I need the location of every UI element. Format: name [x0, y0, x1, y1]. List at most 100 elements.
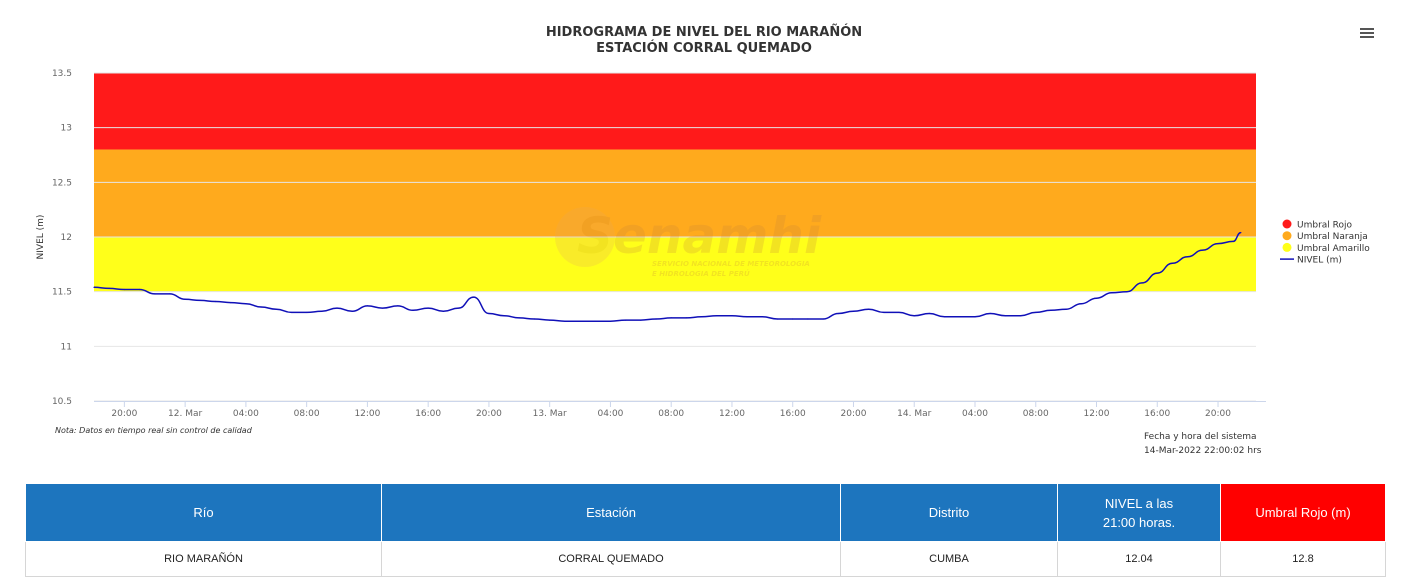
data-point	[944, 316, 946, 318]
table-header-row: Río Estación Distrito NIVEL a las 21:00 …	[25, 483, 1386, 542]
threshold-bands	[94, 73, 1256, 292]
data-point	[731, 315, 733, 317]
cell-nivel: 12.04	[1057, 541, 1221, 577]
legend-marker	[1282, 242, 1292, 252]
header-distrito: Distrito	[840, 483, 1058, 542]
y-tick-label: 12.5	[52, 178, 72, 188]
cell-distrito: CUMBA	[840, 541, 1058, 577]
watermark-logo-text: Senamhi	[577, 207, 822, 265]
y-axis-ticks: 13.5 13 12.5 12 11.5 11 10.5	[52, 69, 72, 407]
data-point	[533, 318, 536, 320]
y-tick-label: 11.5	[52, 288, 72, 298]
data-point	[199, 299, 201, 302]
header-nivel-line2: 21:00 horas.	[1102, 514, 1176, 530]
chart-menu-button[interactable]	[1358, 26, 1376, 42]
x-axis-ticks: 20:00 12. Mar 04:00 08:00 12:00 16:00 20:00 13.…	[111, 401, 1231, 419]
data-point	[442, 310, 444, 312]
hamburger-menu-icon-line	[1360, 36, 1374, 38]
data-point	[1126, 291, 1128, 293]
system-datetime-label: Fecha y hora del sistema	[1144, 432, 1257, 442]
band-umbral-amarillo	[94, 237, 1256, 292]
data-point	[564, 320, 566, 322]
quality-note: Nota: Datos en tiempo real sin control d…	[55, 426, 252, 435]
data-point	[1171, 262, 1174, 264]
data-point	[290, 311, 293, 314]
data-point	[336, 307, 338, 309]
data-point	[260, 306, 262, 308]
data-point	[746, 316, 748, 318]
data-point	[989, 312, 991, 315]
y-tick-label: 11	[61, 342, 72, 352]
data-point	[761, 316, 763, 318]
header-estacion: Estación	[381, 483, 841, 542]
data-point	[184, 298, 186, 300]
x-tick-label: 04:00	[233, 409, 259, 419]
data-point	[1232, 240, 1234, 242]
hamburger-menu-icon	[1360, 28, 1374, 30]
legend-label: NIVEL (m)	[1297, 256, 1342, 266]
system-datetime: Fecha y hora del sistema 14-Mar-2022 22:…	[1144, 430, 1262, 458]
x-tick-label: 12:00	[719, 409, 745, 419]
grid-lines	[94, 72, 1266, 402]
data-point	[716, 315, 718, 317]
data-point	[245, 303, 247, 305]
data-point	[1187, 256, 1189, 258]
table-row: RIO MARAÑÓN CORRAL QUEMADO CUMBA 12.04 1…	[25, 541, 1386, 577]
data-point	[822, 318, 824, 320]
header-rio: Río	[25, 483, 382, 542]
legend-label: Umbral Amarillo	[1297, 244, 1370, 254]
chart-subtitle: ESTACIÓN CORRAL QUEMADO	[596, 40, 812, 56]
data-point	[685, 317, 687, 319]
data-point	[473, 296, 475, 298]
x-tick-label: 12:00	[1084, 409, 1110, 419]
x-tick-label: 13. Mar	[533, 409, 567, 419]
data-point	[518, 317, 520, 319]
x-tick-label: 16:00	[1144, 409, 1170, 419]
data-point	[579, 320, 581, 322]
x-tick-label: 12:00	[354, 409, 380, 419]
data-point	[655, 318, 657, 320]
x-tick-label: 20:00	[1205, 409, 1231, 419]
x-tick-label: 08:00	[1023, 409, 1049, 419]
series-layer	[93, 231, 1242, 322]
x-tick-label: 16:00	[415, 409, 441, 419]
watermark-sun-icon	[555, 207, 615, 267]
data-point	[503, 315, 505, 317]
hamburger-menu-icon-line	[1360, 32, 1374, 34]
legend-marker	[1282, 219, 1292, 229]
y-tick-label: 13	[61, 124, 72, 134]
data-point	[275, 308, 277, 310]
data-point	[700, 316, 703, 318]
data-point	[928, 312, 931, 315]
data-point	[108, 287, 110, 289]
data-point	[852, 310, 855, 312]
data-point	[594, 320, 596, 322]
data-point	[883, 311, 885, 314]
data-point	[1004, 315, 1006, 317]
x-tick-label: 20:00	[476, 409, 502, 419]
band-umbral-rojo	[94, 73, 1256, 150]
data-point	[93, 286, 95, 288]
data-point	[807, 318, 809, 320]
x-tick-label: 08:00	[658, 409, 684, 419]
y-axis-label: NIVEL (m)	[36, 215, 46, 260]
data-point	[306, 311, 308, 314]
header-nivel-line1: NIVEL a las	[1104, 495, 1174, 511]
x-tick-label: 16:00	[780, 409, 806, 419]
data-point	[1080, 303, 1082, 305]
data-point	[1202, 249, 1204, 251]
chart-title: HIDROGRAMA DE NIVEL DEL RIO MARAÑÓN	[546, 24, 862, 40]
data-point	[1141, 282, 1143, 284]
y-tick-label: 13.5	[52, 69, 72, 79]
header-nivel: NIVEL a las 21:00 horas.	[1057, 483, 1221, 542]
senamhi-watermark: Senamhi SERVICIO NACIONAL DE METEOROLOGI…	[555, 207, 822, 278]
y-tick-label: 10.5	[52, 397, 72, 407]
data-point	[868, 308, 870, 310]
x-tick-label: 20:00	[111, 409, 137, 419]
data-point	[123, 288, 125, 291]
data-point	[670, 317, 672, 319]
data-point	[837, 312, 839, 315]
data-point	[1156, 272, 1158, 274]
x-tick-label: 20:00	[841, 409, 867, 419]
